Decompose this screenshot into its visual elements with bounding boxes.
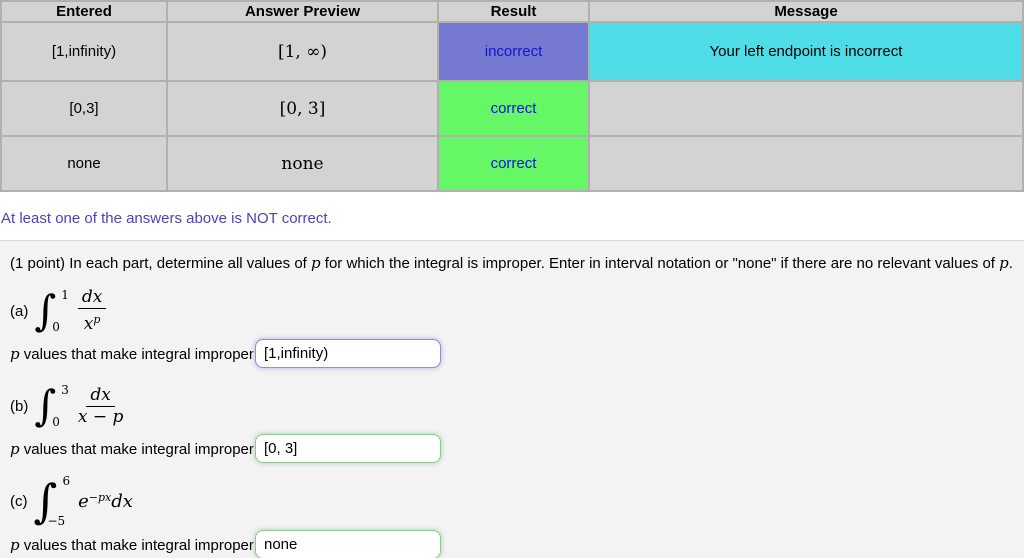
- denominator: xp: [84, 309, 101, 334]
- result-message: Your left endpoint is incorrect: [590, 23, 1022, 80]
- answer-label-text: values that make integral improper: [23, 537, 254, 554]
- answers-status-message: At least one of the answers above is NOT…: [0, 192, 1024, 227]
- numerator: dx: [77, 288, 107, 309]
- upper-limit: 1: [61, 288, 69, 302]
- result-badge: correct: [439, 137, 588, 190]
- entered-value: [0,3]: [2, 82, 166, 135]
- result-message: [590, 82, 1022, 135]
- math-var-p: p: [10, 345, 20, 363]
- part-a-label: (a): [10, 302, 29, 320]
- upper-limit: 6: [62, 474, 71, 488]
- part-c-formula: (c) ∫ 6 −5 e−pxdx: [10, 474, 1024, 528]
- part-c-answer-label: p values that make integral improper: [10, 536, 254, 554]
- integral-limits: 6 −5: [47, 474, 71, 528]
- differential-dx: dx: [111, 490, 133, 512]
- problem-panel: (1 point) In each part, determine all va…: [0, 240, 1024, 558]
- integral-sign: ∫: [34, 286, 57, 335]
- fraction: dx x − p: [77, 385, 124, 427]
- answer-preview: none: [168, 137, 437, 190]
- integral-limits: 1 0: [52, 288, 69, 334]
- integral-expression: ∫ 3 0: [34, 381, 69, 430]
- lower-limit: 0: [52, 320, 60, 334]
- column-header-entered: Entered: [2, 2, 166, 21]
- answer-label-text: values that make integral improper: [23, 346, 254, 363]
- lower-limit: 0: [52, 415, 60, 429]
- math-var-x: x: [83, 314, 94, 334]
- part-b-answer-row: p values that make integral improper: [10, 433, 1024, 465]
- math-var-p: p: [999, 254, 1009, 272]
- problem-text: (1 point) In each part, determine all va…: [10, 255, 311, 272]
- fraction: dx xp: [77, 288, 107, 334]
- math-var-e: e: [78, 490, 89, 512]
- part-a-answer-row: p values that make integral improper: [10, 338, 1024, 370]
- entered-value: none: [2, 137, 166, 190]
- answer-label-text: values that make integral improper: [23, 441, 254, 458]
- integral-sign: ∫: [33, 474, 58, 528]
- math-var-p: p: [311, 254, 321, 272]
- integral-expression: ∫ 1 0: [34, 286, 69, 335]
- part-b-label: (b): [10, 397, 29, 415]
- part-b-formula: (b) ∫ 3 0 dx x − p: [10, 382, 1024, 430]
- denominator: x − p: [77, 406, 124, 427]
- part-a-answer-label: p values that make integral improper: [10, 345, 254, 363]
- math-var-p: p: [10, 536, 20, 554]
- column-header-answer-preview: Answer Preview: [168, 2, 437, 21]
- result-badge: incorrect: [439, 23, 588, 80]
- integral-limits: 3 0: [52, 383, 69, 429]
- lower-limit: −5: [47, 514, 66, 528]
- exponent-px: −px: [88, 490, 112, 504]
- column-header-result: Result: [439, 2, 588, 21]
- answer-preview: [1, ∞): [168, 23, 437, 80]
- problem-text: for which the integral is improper. Ente…: [320, 255, 1000, 272]
- part-c-answer-row: p values that make integral improper: [10, 529, 1024, 558]
- result-badge: correct: [439, 82, 588, 135]
- problem-text: .: [1008, 255, 1013, 272]
- entered-value: [1,infinity): [2, 23, 166, 80]
- answer-results-table: Entered Answer Preview Result Message [1…: [0, 0, 1024, 192]
- upper-limit: 3: [61, 383, 69, 397]
- answer-preview: [0, 3]: [168, 82, 437, 135]
- column-header-message: Message: [590, 2, 1022, 21]
- part-b-answer-label: p values that make integral improper: [10, 440, 254, 458]
- part-c-answer-input[interactable]: [255, 530, 441, 558]
- math-var-p: p: [10, 440, 20, 458]
- part-c-label: (c): [10, 492, 28, 510]
- result-message: [590, 137, 1022, 190]
- part-b-answer-input[interactable]: [255, 434, 441, 463]
- exponent-p: p: [93, 313, 101, 326]
- problem-statement: (1 point) In each part, determine all va…: [0, 241, 1024, 273]
- integral-expression: ∫ 6 −5: [34, 474, 71, 528]
- part-a-formula: (a) ∫ 1 0 dx xp: [10, 287, 1024, 335]
- numerator: dx: [86, 385, 115, 407]
- part-a-answer-input[interactable]: [255, 339, 441, 368]
- integral-sign: ∫: [34, 381, 57, 430]
- integrand-expression: e−pxdx: [78, 491, 133, 512]
